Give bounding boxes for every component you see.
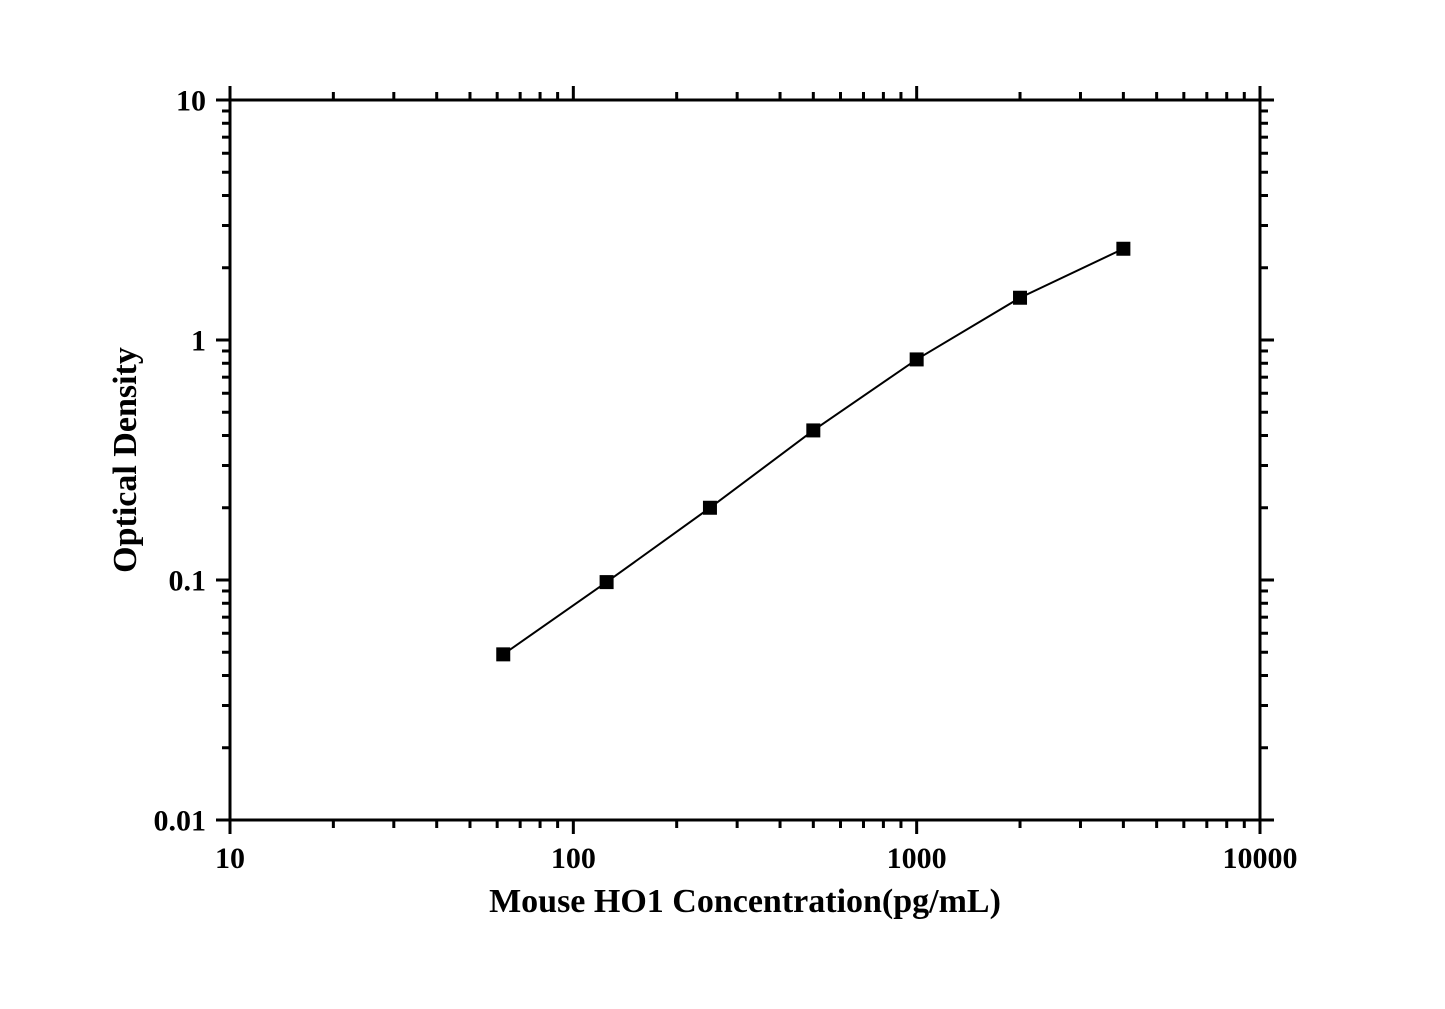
x-tick-label: 10 — [215, 842, 245, 875]
x-tick-label: 100 — [551, 842, 596, 875]
chart-svg: 10 100 1000 10000 0.01 0.1 1 10 Mouse HO1 Concen… — [0, 0, 1445, 1009]
data-marker — [910, 352, 924, 366]
y-tick-label: 0.1 — [169, 565, 207, 598]
y-axis-label: Optical Density — [107, 347, 144, 573]
y-tick-label: 10 — [176, 85, 206, 118]
data-marker — [703, 501, 717, 515]
data-marker — [806, 423, 820, 437]
y-tick-label: 1 — [191, 325, 206, 358]
data-marker — [496, 647, 510, 661]
data-marker — [1013, 291, 1027, 305]
data-marker — [600, 575, 614, 589]
y-tick-label: 0.01 — [154, 805, 207, 838]
data-marker — [1116, 242, 1130, 256]
x-axis-label: Mouse HO1 Concentration(pg/mL) — [489, 883, 1001, 920]
x-tick-label: 10000 — [1223, 842, 1298, 875]
chart-container: 10 100 1000 10000 0.01 0.1 1 10 Mouse HO1 Concen… — [0, 0, 1445, 1009]
x-tick-label: 1000 — [887, 842, 947, 875]
